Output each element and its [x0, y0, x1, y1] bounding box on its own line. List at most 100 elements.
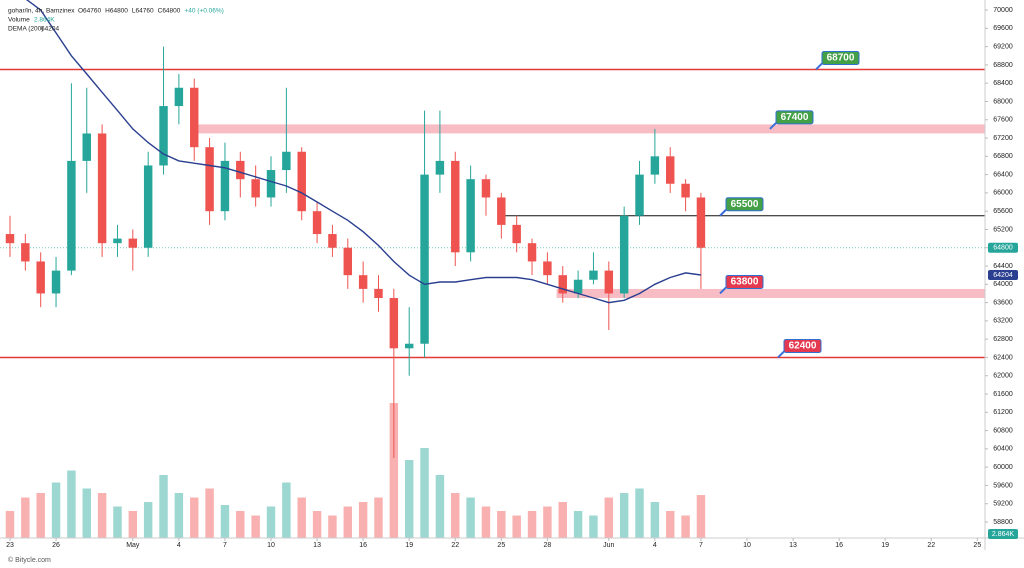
level-label: 62400 — [789, 341, 817, 352]
volume-bar — [143, 502, 153, 538]
candle-body — [5, 234, 15, 244]
ohlc-label: C64800 — [158, 8, 181, 15]
y-tick-label: 64000 — [993, 281, 1013, 288]
y-tick-label: 64400 — [993, 263, 1013, 270]
candle-body — [51, 270, 61, 294]
volume-bar — [282, 482, 291, 538]
x-tick-label: 23 — [6, 542, 14, 549]
volume-bar — [159, 475, 168, 538]
volume-bar — [681, 515, 690, 538]
x-tick-label: 28 — [543, 542, 551, 549]
y-tick-label: 65600 — [993, 208, 1013, 215]
y-tick-label: 58800 — [993, 519, 1013, 526]
y-tick-label: 69200 — [993, 43, 1013, 50]
level-label: 63800 — [731, 277, 759, 288]
volume-bar — [497, 511, 506, 538]
volume-bar — [543, 506, 552, 538]
candle-body — [666, 156, 675, 184]
x-tick-label: 10 — [267, 542, 275, 549]
volume-bar — [297, 497, 306, 538]
y-tick-label: 68400 — [993, 80, 1013, 87]
y-tick-label: 68000 — [993, 98, 1013, 105]
candle-body — [236, 160, 245, 180]
volume-bar — [573, 511, 583, 538]
dema-name: DEMA (200) — [8, 26, 43, 33]
y-tick-label: 60400 — [993, 446, 1013, 453]
dema-line — [26, 0, 701, 304]
x-tick-label: 7 — [223, 542, 227, 549]
candle-body — [282, 151, 291, 171]
candle-body — [389, 298, 399, 349]
volume-bar — [635, 488, 644, 538]
volume-bar — [236, 511, 245, 538]
level-label-box — [725, 274, 764, 289]
volume-bar — [205, 488, 214, 538]
volume-bar — [558, 502, 567, 538]
candle-body — [266, 170, 276, 198]
candle-body — [128, 238, 138, 248]
footer: © Bitycle.com — [8, 556, 51, 564]
dema-value: 64204 — [41, 26, 59, 33]
volume-bar — [358, 502, 368, 538]
level-label: 65500 — [731, 199, 759, 210]
candle-body — [374, 288, 383, 299]
volume-bar — [512, 515, 521, 538]
level-arrow — [719, 209, 727, 217]
level-label-box — [775, 110, 814, 125]
volume-bar — [312, 511, 322, 538]
volume-bar — [666, 511, 675, 538]
candle-body — [21, 243, 30, 262]
candle-body — [159, 106, 168, 166]
x-tick-label: 16 — [359, 542, 367, 549]
volume-bar — [5, 511, 15, 538]
candle-body — [558, 275, 567, 294]
volume-bar — [67, 470, 76, 538]
level-label: 67400 — [781, 112, 809, 123]
volume-bar — [251, 515, 260, 538]
y-tick-label: 67600 — [993, 117, 1013, 124]
dema-axis-label: 64204 — [993, 272, 1013, 279]
candle-body — [312, 211, 322, 235]
volume-bar — [174, 493, 184, 538]
x-tick-label: 16 — [835, 542, 843, 549]
x-tick-label: 13 — [789, 542, 797, 549]
level-arrow — [719, 286, 727, 295]
candle-body — [543, 261, 552, 276]
volume-bar — [451, 493, 460, 538]
volume-axis-label-box — [988, 529, 1018, 539]
ohlc-label: L64760 — [132, 8, 154, 15]
volume-bar — [589, 515, 598, 538]
level-zone — [195, 124, 985, 134]
y-tick-label: 60000 — [993, 464, 1013, 471]
y-tick-label: 63600 — [993, 299, 1013, 306]
volume-bar — [420, 448, 429, 538]
volume-bar — [51, 482, 61, 538]
candle-body — [97, 133, 107, 244]
candle-body — [497, 197, 506, 225]
volume-bar — [21, 497, 30, 538]
chart-title: gohar/ln, 4h, Bamzinex — [8, 8, 75, 15]
candle-body — [36, 261, 45, 294]
y-tick-label: 67200 — [993, 135, 1013, 142]
volume-name: Volume — [8, 17, 30, 24]
y-tick-label: 62400 — [993, 354, 1013, 361]
volume-value: 2.864K — [34, 17, 55, 24]
volume-bar — [466, 497, 475, 538]
candle-body — [527, 243, 537, 262]
volume-bar — [696, 495, 706, 538]
x-tick-label: 26 — [52, 542, 60, 549]
x-tick-label: 10 — [743, 542, 751, 549]
volume-bar — [113, 506, 122, 538]
x-tick-label: 4 — [653, 542, 657, 549]
x-tick-label: 13 — [313, 542, 321, 549]
y-tick-label: 61600 — [993, 391, 1013, 398]
level-arrow — [769, 122, 777, 130]
x-tick-label: Jun — [603, 542, 614, 549]
volume-bar — [82, 488, 91, 538]
candle-body — [190, 87, 199, 148]
y-tick-label: 63200 — [993, 318, 1013, 325]
y-tick-label: 65200 — [993, 226, 1013, 233]
x-tick-label: 19 — [881, 542, 889, 549]
